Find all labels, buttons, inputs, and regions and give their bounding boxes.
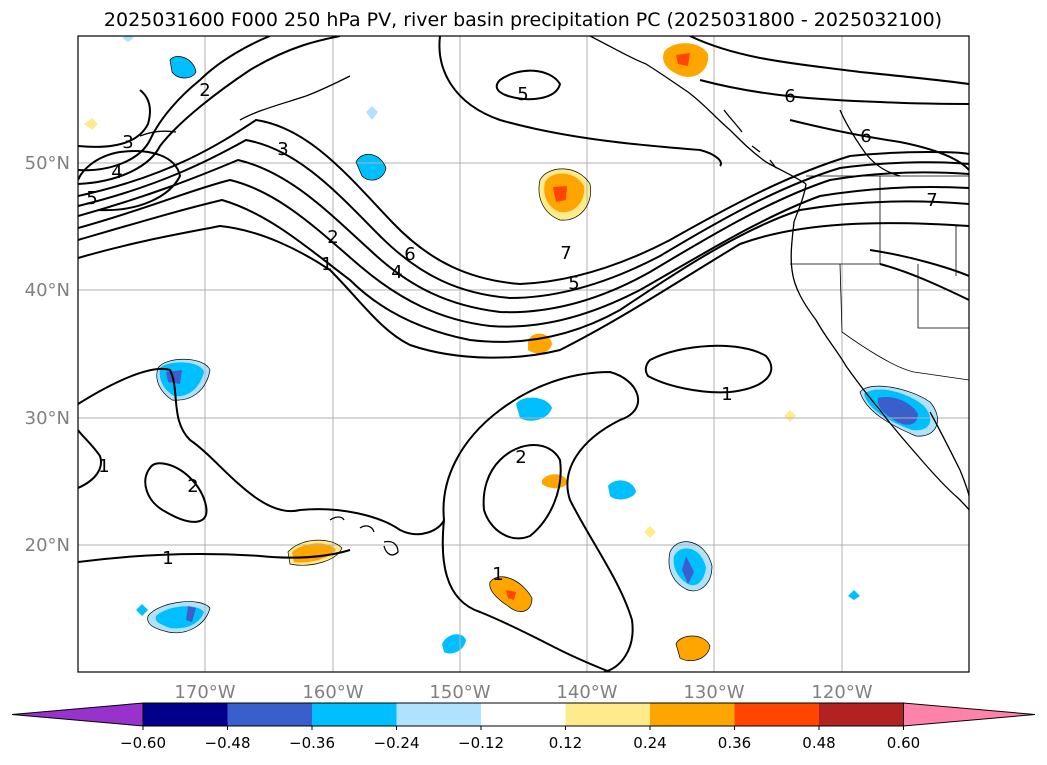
colorbar-segment [227,703,313,726]
contour-label: 2 [515,447,526,468]
contour-label: 6 [404,244,415,265]
negative-anomaly-patch [516,397,552,421]
negative-anomaly-patch [147,601,210,633]
colorbar-tick-label: 0.12 [549,734,582,752]
negative-anomaly-patch [608,480,636,500]
colorbar-tick-label: 0.24 [633,734,666,752]
colorbar-tick-label: 0.60 [887,734,920,752]
colorbar-tick-label: −0.24 [374,734,420,752]
contour-label: 1 [98,456,109,477]
lon-tick-label: 120°W [811,682,872,703]
contour-label: 6 [784,86,795,107]
contour-label: 2 [327,227,338,248]
lat-tick-label: 20°N [25,535,70,556]
colorbar-segment [734,703,820,726]
lat-axis: 20°N 30°N 40°N 50°N [25,153,70,556]
contour-label: 5 [517,84,528,105]
pv-contours [78,36,969,672]
contour-label: 1 [721,384,732,405]
lon-axis: 170°W 160°W 150°W 140°W 130°W 120°W [174,682,872,703]
colorbar: −0.60 −0.48 −0.36 −0.24 −0.12 0.12 0.24 0.36 0.4… [11,702,1036,752]
contour-label: 2 [187,476,198,497]
lon-tick-label: 130°W [683,682,744,703]
contour-labels: 1 1 1 1 1 2 2 2 2 3 3 4 4 5 5 5 6 6 6 7 … [86,80,937,585]
lon-tick-label: 140°W [556,682,617,703]
negative-anomaly-patch [848,590,860,600]
lon-tick-label: 170°W [174,682,235,703]
contour-label: 4 [391,262,402,283]
contour-label: 1 [162,548,173,569]
lat-tick-label: 30°N [25,408,70,429]
contour-label: 5 [568,273,579,294]
colorbar-tick-label: −0.60 [120,734,166,752]
contour-label: 6 [860,126,871,147]
positive-anomaly-patch [538,168,591,221]
positive-anomaly-patch [676,636,710,661]
gridlines [78,36,969,672]
colorbar-frame [142,702,904,727]
colorbar-segment [396,703,482,726]
negative-anomaly-patch [170,56,196,78]
contour-label: 2 [199,80,210,101]
colorbar-tick-label: −0.48 [205,734,251,752]
contour-label: 3 [277,139,288,160]
colorbar-tick-label: 0.48 [802,734,835,752]
colorbar-segment [143,703,228,726]
colorbar-tick-label: −0.36 [289,734,335,752]
patch-outlines [147,56,938,661]
positive-anomaly-patch [489,576,532,612]
contour-label: 1 [321,254,332,275]
contour-label: 3 [122,132,133,153]
map-frame [77,35,970,673]
negative-anomaly-patch [366,106,378,120]
contour-label: 4 [111,162,122,183]
colorbar-tick-label: 0.36 [718,734,751,752]
contour-label: 7 [560,243,571,264]
colorbar-segment [565,703,651,726]
contour-label: 1 [492,564,503,585]
map-panel: 1 1 1 1 1 2 2 2 2 3 3 4 4 5 5 5 6 6 6 7 … [78,36,969,672]
colorbar-segment [481,703,566,726]
coastlines [139,36,969,556]
figure-title: 2025031600 F000 250 hPa PV, river basin … [104,9,942,31]
lat-tick-label: 50°N [25,153,70,174]
lon-tick-label: 160°W [302,682,363,703]
lon-tick-label: 150°W [429,682,490,703]
negative-anomaly-patch [860,386,938,437]
colorbar-extend-max [903,702,1036,727]
lat-tick-label: 40°N [25,280,70,301]
negative-anomaly-patch [136,604,148,616]
positive-anomaly-patch [542,474,568,489]
colorbar-tick-label: −0.12 [458,734,504,752]
colorbar-segment [650,703,735,726]
positive-anomaly-patch [84,118,98,130]
colorbar-segment [819,703,904,726]
contour-label: 5 [86,188,97,209]
colorbar-extend-min [11,702,144,727]
positive-anomaly-patch [784,410,796,422]
positive-anomaly-patch [644,526,656,538]
negative-anomaly-patch [356,154,386,181]
contour-label: 7 [926,190,937,211]
negative-anomaly-patch [122,36,134,42]
colorbar-segment [312,703,397,726]
negative-anomaly-patch [668,541,712,591]
positive-anomaly-patch [663,43,709,77]
